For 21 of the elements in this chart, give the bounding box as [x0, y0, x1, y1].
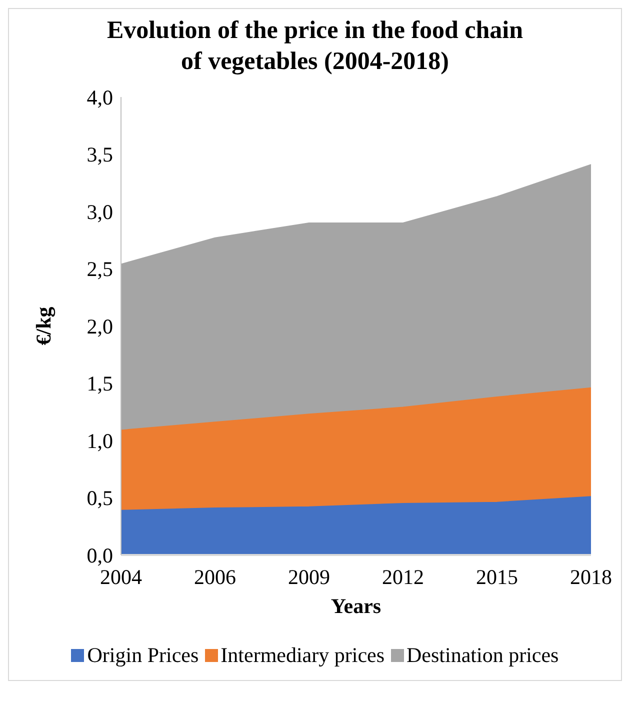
legend-label: Origin Prices [87, 643, 199, 668]
y-tick-label: 4,0 [86, 85, 113, 110]
legend-label: Destination prices [406, 643, 559, 668]
x-tick-label: 2012 [382, 564, 424, 589]
x-tick-label: 2015 [476, 564, 518, 589]
chart-title: Evolution of the price in the food chain of vegetables (2004-2018) [106, 16, 524, 77]
y-tick-label: 1,0 [86, 428, 113, 453]
y-tick-label: 2,5 [86, 257, 113, 282]
x-axis-title: Years [330, 594, 382, 618]
x-tick-label: 2006 [194, 564, 236, 589]
x-tick-label: 2004 [100, 564, 142, 589]
y-tick-label: 1,5 [86, 372, 113, 396]
x-tick-label: 2009 [288, 564, 330, 589]
y-axis-title: €/kg [31, 306, 56, 346]
y-tick-label: 3,0 [86, 200, 113, 224]
x-tick-label: 2018 [570, 564, 612, 589]
y-tick-label: 0,5 [86, 486, 113, 510]
legend-label: Intermediary prices [220, 643, 385, 668]
y-tick-label: 0,0 [86, 543, 113, 568]
y-tick-label: 3,5 [86, 142, 113, 167]
y-tick-label: 2,0 [86, 314, 113, 338]
